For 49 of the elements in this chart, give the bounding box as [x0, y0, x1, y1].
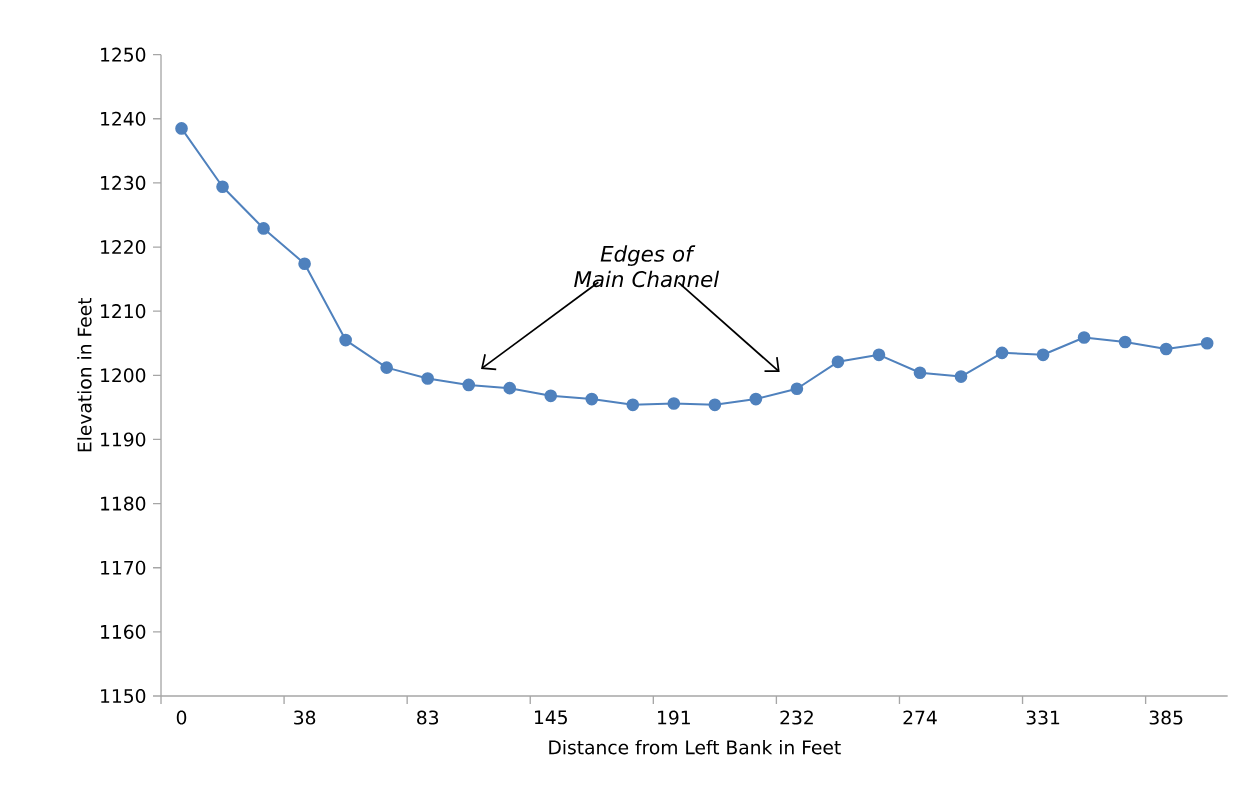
y-axis-title: Elevation in Feet — [77, 297, 92, 452]
point — [257, 222, 270, 235]
y-tick-label: 1250 — [101, 47, 146, 62]
x-tick-label: 83 — [417, 710, 439, 725]
x-tick-label: 0 — [176, 710, 187, 725]
point — [544, 389, 558, 403]
x-tick-label: 191 — [658, 710, 690, 725]
point — [831, 355, 845, 369]
point — [421, 372, 435, 385]
point — [1159, 342, 1173, 356]
x-tick-label: 331 — [1026, 710, 1060, 725]
y-tick-label: 1210 — [101, 304, 146, 319]
point — [503, 381, 517, 395]
point — [585, 392, 599, 406]
point — [1077, 331, 1091, 344]
point — [790, 382, 804, 396]
y-tick-label: 1190 — [101, 432, 146, 447]
point — [216, 180, 229, 194]
x-tick-label: 274 — [903, 710, 937, 725]
point — [175, 122, 188, 135]
y-tick-label: 1180 — [101, 496, 146, 511]
point — [708, 398, 722, 412]
point — [626, 398, 640, 412]
point — [1118, 335, 1132, 349]
point — [1036, 348, 1050, 362]
point — [462, 378, 476, 392]
point — [298, 257, 311, 271]
x-tick-label: 38 — [294, 710, 316, 725]
point — [913, 366, 927, 380]
point — [954, 370, 968, 383]
y-tick-label: 1160 — [101, 624, 146, 639]
x-tick-label: 145 — [534, 710, 567, 725]
y-tick-label: 1200 — [101, 368, 146, 383]
y-tick-label: 1220 — [101, 239, 146, 255]
point — [1200, 336, 1214, 350]
point — [995, 346, 1009, 360]
x-axis-title: Distance from Left Bank in Feet — [549, 739, 841, 755]
y-tick-label: 1170 — [101, 560, 146, 575]
point — [749, 392, 763, 406]
x-tick-label: 232 — [780, 710, 813, 725]
y-tick-label: 1150 — [101, 688, 146, 704]
point — [339, 333, 352, 347]
point — [380, 361, 393, 374]
y-tick-label: 1240 — [101, 111, 146, 126]
annotation: Edges of Main Channel — [574, 245, 720, 288]
x-tick-label: 385 — [1149, 710, 1183, 725]
y-tick-label: 1230 — [101, 175, 146, 190]
point — [872, 348, 886, 362]
point — [667, 397, 681, 410]
